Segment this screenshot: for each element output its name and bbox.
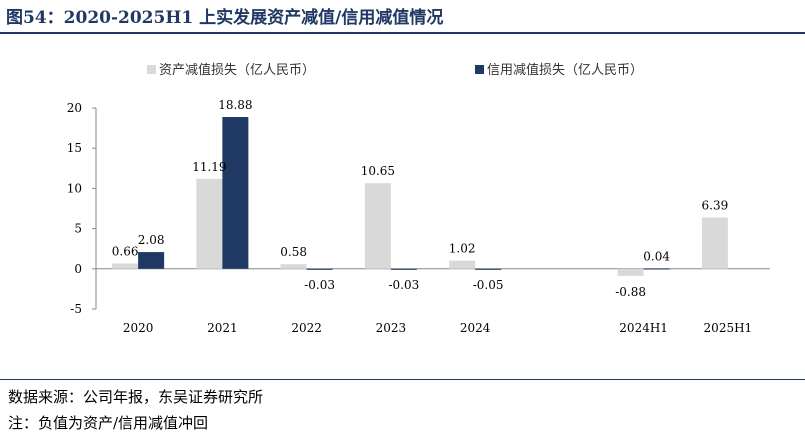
data-label: 18.88 [218, 98, 252, 112]
data-label: 2.08 [138, 233, 165, 247]
x-tick-label: 2024 [460, 321, 491, 335]
data-labels: 0.662.08 11.19 18.88 0.58 -0.03 10.65 -0.03 1.0… [112, 98, 728, 299]
data-label: 6.39 [702, 198, 729, 212]
x-axis-labels: 2020 2021 2022 2023 2024 2024H1 2025H1 [123, 321, 752, 335]
data-label: -0.03 [304, 278, 335, 292]
data-label: 0.66 [112, 244, 139, 258]
legend-swatch-1 [147, 65, 156, 74]
data-label: 1.02 [449, 242, 476, 256]
bar-credit-2020 [138, 252, 165, 269]
source-note: 数据来源：公司年报，东吴证券研究所 [8, 388, 264, 406]
data-label: 10.65 [361, 164, 395, 178]
bar-credit-2024 [475, 268, 502, 270]
bar-asset-2022 [280, 264, 307, 269]
legend-swatch-2 [475, 65, 484, 74]
y-tick-label: 0 [74, 262, 82, 276]
bar-credit-2021 [222, 117, 249, 269]
data-label: 0.58 [280, 245, 307, 259]
bar-credit-2023 [390, 268, 417, 270]
data-label: -0.05 [473, 278, 504, 292]
data-label: 11.19 [192, 160, 226, 174]
y-tick-label: 20 [67, 101, 82, 115]
bar-asset-2024H1 [617, 268, 644, 276]
data-label: 0.04 [643, 249, 670, 263]
bar-asset-2020 [112, 263, 139, 269]
bar-asset-2023 [364, 183, 391, 269]
data-label: -0.88 [615, 285, 646, 299]
y-tick-label: 15 [67, 141, 82, 155]
bars [112, 117, 728, 276]
x-tick-label: 2025H1 [704, 321, 753, 335]
bar-asset-2025H1 [701, 217, 728, 269]
y-tick-label: -5 [70, 302, 82, 316]
bar-asset-2024 [449, 260, 476, 269]
x-tick-label: 2021 [207, 321, 238, 335]
x-tick-label: 2020 [123, 321, 154, 335]
y-tick-label: 10 [67, 181, 82, 195]
x-tick-label: 2023 [376, 321, 407, 335]
bar-credit-2022 [306, 268, 333, 270]
chart-title: 图54：2020-2025H1 上实发展资产减值/信用减值情况 [6, 8, 444, 28]
x-tick-label: 2024H1 [619, 321, 668, 335]
y-tick-label: 5 [74, 222, 82, 236]
data-label: -0.03 [388, 278, 419, 292]
bottom-divider [0, 379, 805, 380]
legend-label-1: 资产减值损失（亿人民币） [159, 62, 315, 78]
footnote: 注：负值为资产/信用减值冲回 [8, 414, 209, 432]
top-divider [0, 32, 805, 34]
bar-asset-2021 [196, 178, 223, 269]
bar-chart: 资产减值损失（亿人民币） 信用减值损失（亿人民币） -5 0 5 10 15 20 0.66… [67, 62, 770, 335]
legend-label-2: 信用减值损失（亿人民币） [487, 62, 643, 78]
x-tick-label: 2022 [291, 321, 322, 335]
bar-credit-2024H1 [643, 268, 670, 270]
legend: 资产减值损失（亿人民币） 信用减值损失（亿人民币） [147, 62, 643, 78]
